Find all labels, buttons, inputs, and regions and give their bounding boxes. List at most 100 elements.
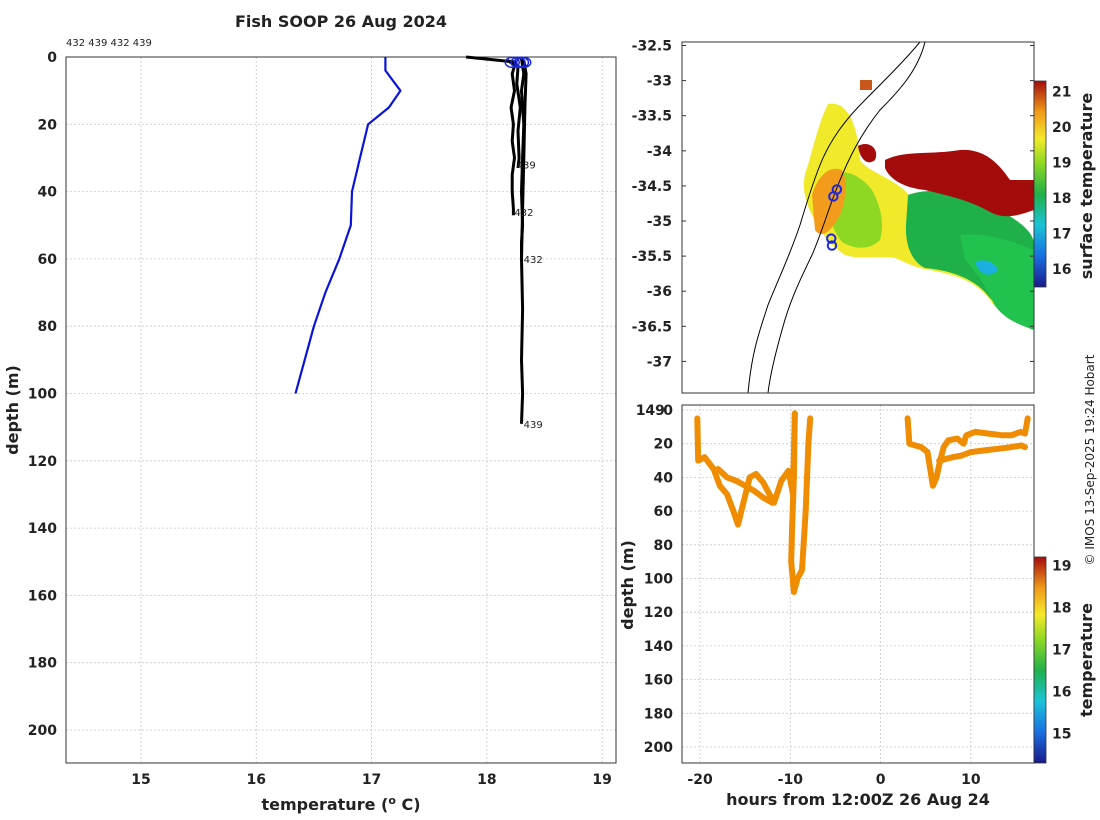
- coastline: [747, 42, 921, 393]
- depth-time-line-tow-3: [904, 415, 1031, 489]
- profile-id-label: 439: [524, 420, 543, 431]
- profile-line-profile-432-a: [465, 55, 518, 216]
- profile-y-tick-label: 120: [28, 454, 57, 470]
- map-colorbar-tick-label: 16: [1052, 262, 1071, 278]
- x-axis-label-text: temperature (: [261, 795, 388, 814]
- depth-time-y-tick-label: 160: [644, 673, 673, 689]
- depth-time-y-tick-label: 100: [644, 572, 673, 588]
- shelf-contour: [767, 42, 926, 393]
- profile-y-tick-label: 140: [28, 521, 57, 537]
- x-axis-label-unit: C): [396, 795, 421, 814]
- depth-time-line-tow-1-b: [715, 466, 776, 506]
- profile-start-marker: [504, 56, 520, 69]
- profile-y-tick-label: 200: [28, 723, 57, 739]
- map-colorbar-tick-label: 21: [1052, 85, 1071, 101]
- map-field: [682, 42, 1034, 393]
- profile-id-label: 432: [524, 255, 543, 266]
- profile-y-tick-label: 40: [38, 185, 58, 201]
- profile-y-tick-label: 100: [28, 387, 57, 403]
- depth-time-y-tick-label: 200: [644, 740, 673, 756]
- depth-time-colorbar-label: temperature: [1077, 603, 1096, 717]
- profile-x-tick-label: 18: [477, 772, 496, 788]
- x-axis-label: temperature (o C): [261, 794, 420, 814]
- depth-time-y-tick-label: 140: [644, 639, 673, 655]
- map-station-marker: [826, 240, 838, 251]
- depth-time-x-label: hours from 12:00Z 26 Aug 24: [726, 790, 990, 809]
- depth-time-y-tick-label: 180: [644, 706, 673, 722]
- map-stations: [826, 184, 843, 251]
- profile-markers: [504, 56, 532, 69]
- sst-field-patch: [860, 80, 872, 90]
- depth-time-x-tick-label: -20: [687, 772, 713, 788]
- map-y-tick-label: -36: [647, 284, 672, 300]
- chart-title: Fish SOOP 26 Aug 2024: [235, 12, 447, 31]
- depth-time-line-tow-3-b: [936, 442, 1028, 464]
- profile-tick-labels: 15 16 17 18 19 0 20 40 60 80 100 120 140 160 180 200: [28, 50, 612, 788]
- temperature-colorbar: [1033, 556, 1047, 764]
- map-y-tick-label: -33: [647, 74, 672, 90]
- x-axis-label-superscript: o: [388, 794, 396, 807]
- depth-time-colorbar-tick-label: 16: [1052, 685, 1071, 701]
- depth-time-y-tick-label: 60: [654, 504, 674, 520]
- profile-grid: [66, 56, 616, 763]
- depth-time-grid: [682, 405, 1034, 763]
- profile-x-tick-label: 15: [131, 772, 150, 788]
- profile-start-marker: [516, 56, 532, 69]
- depth-time-background: [682, 405, 1034, 763]
- depth-time-y-tick-label: 40: [654, 470, 674, 486]
- depth-time-line-tow-2: [788, 410, 814, 595]
- depth-time-colorbar-tick-label: 19: [1052, 558, 1071, 574]
- profile-id-label: 439: [517, 161, 536, 172]
- depth-time-colorbar-tick-label: 18: [1052, 600, 1071, 616]
- profile-id-header: 432 439 432 439: [66, 38, 152, 49]
- sst-field-hot: [885, 149, 1034, 217]
- map-y-tick-label: -32.5: [632, 39, 672, 55]
- depth-time-y-tick-label: 0: [663, 403, 673, 419]
- profile-id-label: 432: [514, 208, 533, 219]
- profile-y-tick-label: 20: [38, 117, 58, 133]
- depth-time-x-tick-label: 0: [876, 772, 886, 788]
- profile-y-tick-label: 0: [47, 50, 57, 66]
- map-y-tick-label: -35: [647, 214, 672, 230]
- map-x-tick-label: 149: [636, 403, 665, 419]
- map-colorbar-tick-label: 19: [1052, 156, 1071, 172]
- profile-id-labels: 439 432 432 439: [514, 161, 542, 431]
- surface-temperature-colorbar: [1033, 80, 1047, 288]
- map-colorbar-tick-label: 18: [1052, 191, 1071, 207]
- map-y-tick-label: -33.5: [632, 109, 672, 125]
- depth-time-y-label: depth (m): [618, 540, 637, 630]
- sst-field-cool: [975, 260, 998, 275]
- watermark: © IMOS 13-Sep-2025 19:24 Hobart: [1083, 354, 1097, 565]
- profile-y-tick-label: 160: [28, 588, 57, 604]
- profile-x-tick-label: 17: [362, 772, 381, 788]
- depth-time-y-tick-label: 20: [654, 437, 674, 453]
- map-colorbar-tick-label: 17: [1052, 227, 1071, 243]
- profile-line-climatology: [294, 57, 402, 394]
- profile-frame: [65, 56, 617, 764]
- depth-time-series: [694, 410, 1031, 595]
- map-y-tick-label: -37: [647, 354, 672, 370]
- depth-time-y-tick-label: 120: [644, 605, 673, 621]
- profile-y-tick-label: 80: [38, 319, 58, 335]
- profile-series: [294, 55, 528, 424]
- map-colorbar-tick-label: 20: [1052, 120, 1072, 136]
- profile-line-profile-439-b: [520, 60, 528, 424]
- map-station-marker: [826, 233, 837, 244]
- profile-y-tick-label: 180: [28, 656, 57, 672]
- surface-temperature-map-panel: -32.5 -33 -33.5 -34 -34.5 -35 -35.5 -36 -36.5 -37…: [632, 39, 1096, 419]
- depth-time-line-tow-1: [694, 410, 798, 528]
- map-y-tick-label: -34.5: [632, 179, 672, 195]
- depth-time-colorbar-tick-label: 17: [1052, 642, 1071, 658]
- depth-time-colorbar-ticks: 15 16 17 18 19: [1052, 558, 1071, 742]
- profile-x-tick-label: 16: [247, 772, 266, 788]
- map-colorbar-label: surface temperature: [1077, 93, 1096, 280]
- map-y-tick-label: -35.5: [632, 249, 672, 265]
- depth-time-x-tick-label: -10: [778, 772, 804, 788]
- temperature-profile-panel: 15 16 17 18 19 0 20 40 60 80 100 120 140 160 180 200 43…: [3, 12, 617, 814]
- profile-x-tick-label: 19: [592, 772, 611, 788]
- y-axis-label: depth (m): [3, 365, 22, 455]
- depth-time-x-tick-label: 10: [961, 772, 981, 788]
